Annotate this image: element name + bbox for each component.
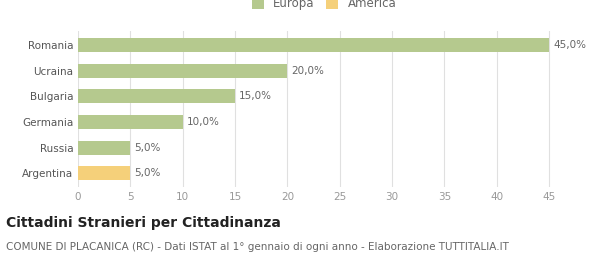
Text: 45,0%: 45,0% [553,40,586,50]
Text: 5,0%: 5,0% [134,168,161,178]
Text: Cittadini Stranieri per Cittadinanza: Cittadini Stranieri per Cittadinanza [6,216,281,230]
Bar [78,166,130,180]
Bar [78,89,235,103]
Bar [78,115,182,129]
Text: COMUNE DI PLACANICA (RC) - Dati ISTAT al 1° gennaio di ogni anno - Elaborazione : COMUNE DI PLACANICA (RC) - Dati ISTAT al… [6,242,509,252]
Text: 5,0%: 5,0% [134,142,161,153]
Bar [78,140,130,155]
Text: 10,0%: 10,0% [187,117,220,127]
Text: 20,0%: 20,0% [292,66,325,76]
Bar [78,38,549,52]
Text: 15,0%: 15,0% [239,92,272,101]
Bar [78,64,287,78]
Legend: Europa, America: Europa, America [250,0,398,13]
